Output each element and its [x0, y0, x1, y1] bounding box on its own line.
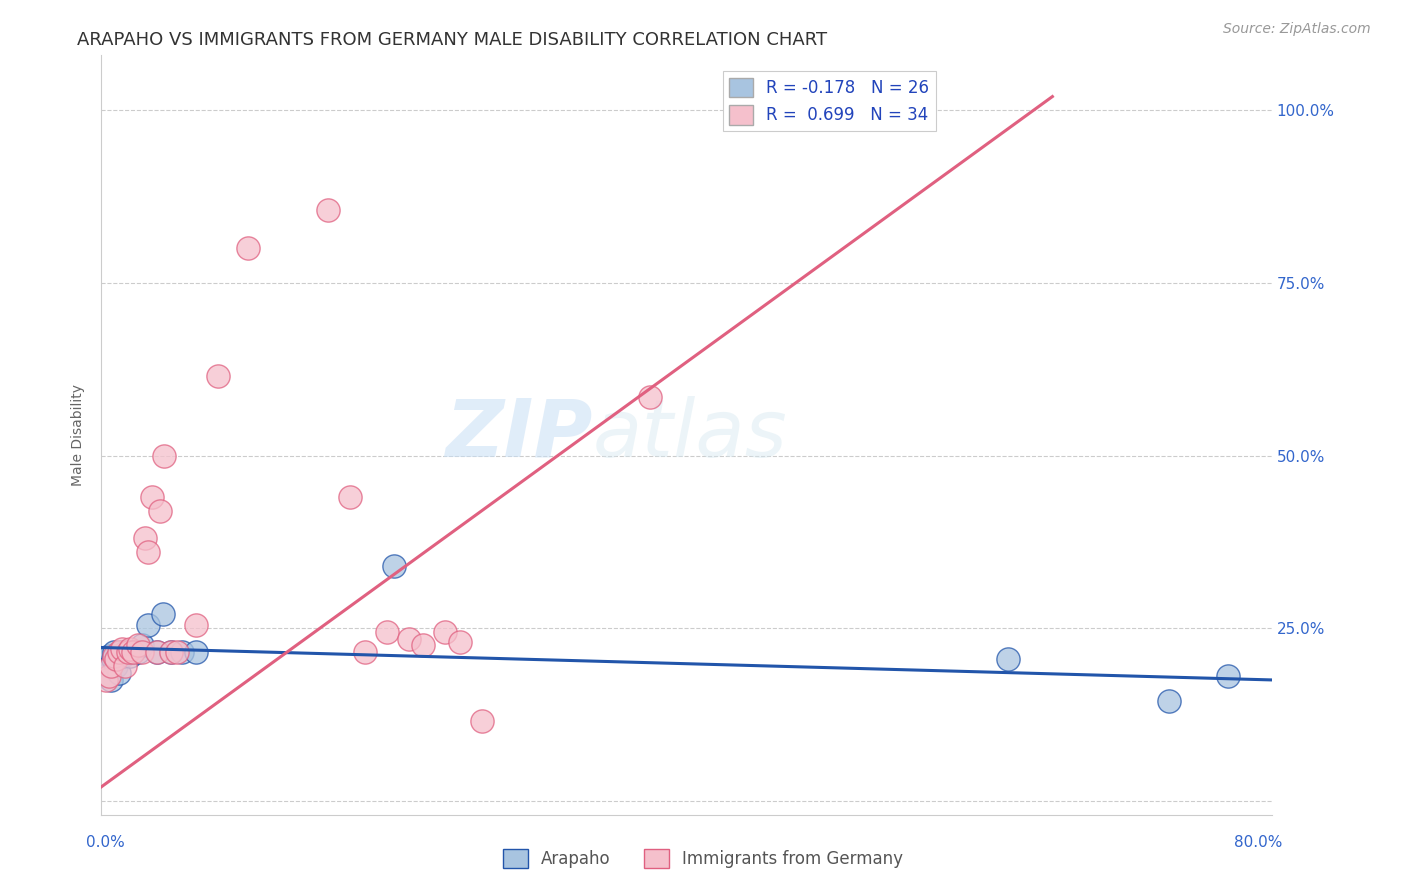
Point — [114, 659, 136, 673]
Point — [112, 648, 135, 663]
Point — [146, 645, 169, 659]
Point — [997, 652, 1019, 666]
Point — [353, 645, 375, 659]
Point — [449, 635, 471, 649]
Point — [153, 449, 176, 463]
Point — [98, 659, 121, 673]
Text: ARAPAHO VS IMMIGRANTS FROM GERMANY MALE DISABILITY CORRELATION CHART: ARAPAHO VS IMMIGRANTS FROM GERMANY MALE … — [77, 31, 828, 49]
Point — [100, 659, 122, 673]
Point — [120, 648, 142, 663]
Text: atlas: atlas — [593, 396, 787, 474]
Point — [97, 648, 120, 663]
Point — [101, 652, 124, 666]
Point — [316, 203, 339, 218]
Point — [136, 617, 159, 632]
Point — [382, 559, 405, 574]
Point — [1216, 669, 1239, 683]
Point — [236, 242, 259, 256]
Point — [160, 645, 183, 659]
Point — [134, 532, 156, 546]
Point — [107, 645, 129, 659]
Point — [100, 673, 122, 687]
Point — [1159, 693, 1181, 707]
Point — [114, 645, 136, 659]
Point — [412, 639, 434, 653]
Point — [127, 639, 149, 653]
Point — [122, 645, 145, 659]
Point — [141, 490, 163, 504]
Point — [186, 645, 208, 659]
Text: 0.0%: 0.0% — [86, 836, 125, 850]
Point — [94, 673, 117, 687]
Point — [103, 648, 125, 663]
Point — [170, 645, 193, 659]
Legend: Arapaho, Immigrants from Germany: Arapaho, Immigrants from Germany — [496, 842, 910, 875]
Point — [110, 645, 132, 659]
Text: ZIP: ZIP — [446, 396, 593, 474]
Point — [131, 645, 153, 659]
Point — [149, 504, 172, 518]
Point — [136, 545, 159, 559]
Point — [94, 652, 117, 666]
Point — [120, 641, 142, 656]
Point — [117, 645, 139, 659]
Point — [117, 645, 139, 659]
Point — [207, 369, 229, 384]
Point — [160, 645, 183, 659]
Y-axis label: Male Disability: Male Disability — [72, 384, 86, 486]
Point — [103, 645, 125, 659]
Text: Source: ZipAtlas.com: Source: ZipAtlas.com — [1223, 22, 1371, 37]
Point — [97, 669, 120, 683]
Point — [375, 624, 398, 639]
Point — [104, 659, 127, 673]
Point — [146, 645, 169, 659]
Legend: R = -0.178   N = 26, R =  0.699   N = 34: R = -0.178 N = 26, R = 0.699 N = 34 — [723, 71, 936, 131]
Point — [111, 641, 134, 656]
Point — [107, 666, 129, 681]
Point — [398, 632, 420, 646]
Point — [638, 390, 661, 404]
Text: 80.0%: 80.0% — [1234, 836, 1282, 850]
Point — [471, 714, 494, 729]
Point — [166, 645, 188, 659]
Point — [131, 639, 153, 653]
Point — [186, 617, 208, 632]
Point — [434, 624, 457, 639]
Point — [339, 490, 361, 504]
Point — [122, 645, 145, 659]
Point — [152, 607, 174, 622]
Point — [104, 652, 127, 666]
Point — [127, 645, 149, 659]
